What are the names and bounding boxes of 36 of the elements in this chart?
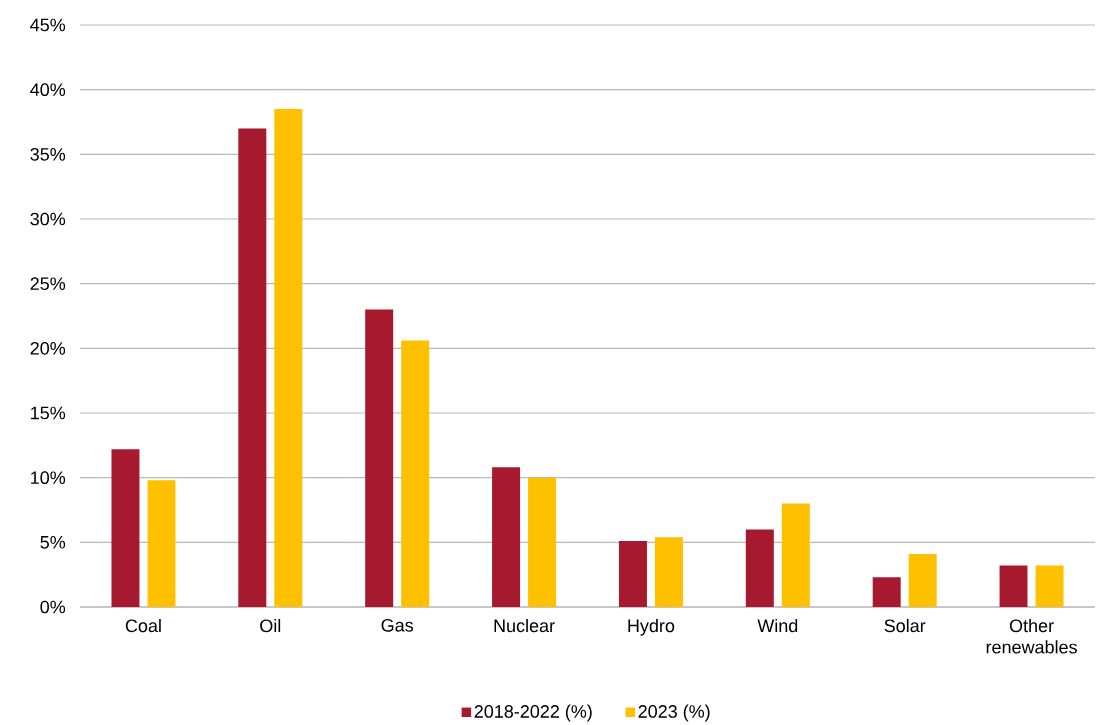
bar xyxy=(111,449,140,607)
x-tick-label: Gas xyxy=(381,618,414,632)
bar xyxy=(147,480,176,607)
y-tick-label: 45% xyxy=(30,18,66,32)
y-tick-label: 40% xyxy=(30,83,66,97)
y-tick-label: 35% xyxy=(30,147,66,161)
legend-label: 2023 (%) xyxy=(638,704,710,722)
x-tick-label: Nuclear xyxy=(494,618,555,633)
bar xyxy=(908,553,937,607)
x-tick-label: Solar xyxy=(884,618,926,633)
bar xyxy=(492,467,521,607)
bar xyxy=(654,537,683,607)
y-tick-label: 5% xyxy=(40,536,66,549)
bar xyxy=(365,309,394,607)
bar xyxy=(745,529,774,607)
bar xyxy=(528,477,557,607)
x-tick-label: Other renewables xyxy=(986,618,1077,654)
bar xyxy=(238,128,267,607)
bar xyxy=(872,577,901,607)
x-tick-label: Wind xyxy=(757,618,798,633)
bar xyxy=(618,541,647,607)
y-tick-label: 15% xyxy=(31,406,66,420)
x-tick-label: Coal xyxy=(125,618,161,633)
y-tick-label: 25% xyxy=(30,277,66,291)
legend-label: 2018-2022 (%) xyxy=(474,704,592,722)
y-tick-label: 0% xyxy=(40,600,66,614)
bar xyxy=(1035,565,1064,607)
bar xyxy=(401,340,430,607)
bar xyxy=(999,565,1028,607)
bar xyxy=(274,109,303,607)
x-tick-label: Oil xyxy=(260,618,281,633)
y-tick-label: 30% xyxy=(30,212,66,226)
y-tick-label: 20% xyxy=(30,341,66,355)
x-tick-label: Hydro xyxy=(628,618,675,636)
y-tick-label: 10% xyxy=(31,471,66,485)
bar xyxy=(781,503,810,607)
